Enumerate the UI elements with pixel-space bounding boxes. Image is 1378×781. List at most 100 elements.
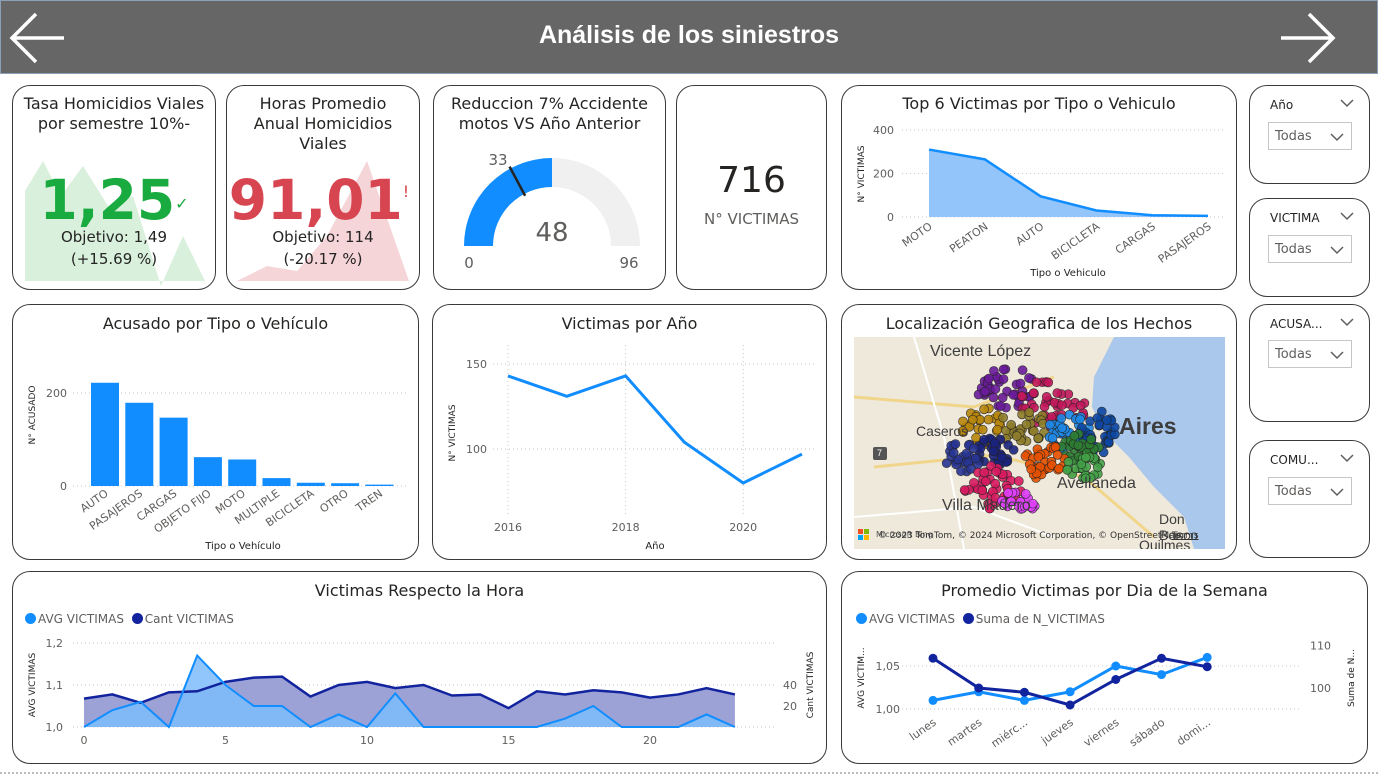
- incident-point: [1076, 459, 1087, 470]
- x-tick-label: sábado: [1127, 716, 1167, 750]
- kpi-tasa-number: 1,25: [39, 168, 176, 232]
- chevron-down-icon[interactable]: [1339, 209, 1355, 223]
- hora-title: Victimas Respecto la Hora: [314, 581, 525, 600]
- incident-point: [959, 485, 970, 495]
- map-label-don-bosco: Don Bosco: [1159, 511, 1198, 543]
- chevron-down-icon[interactable]: [1339, 315, 1355, 329]
- x-tick-label: 20: [643, 734, 657, 747]
- route-shield-icon: [873, 447, 887, 460]
- chevron-down-icon: [1330, 246, 1344, 255]
- x-axis-title: Tipo o Vehiculo: [1029, 268, 1106, 279]
- x-tick-label: miérc...: [989, 716, 1030, 750]
- avg-point: [1065, 687, 1075, 697]
- avg-line: [83, 653, 736, 729]
- gauge-chart: 48 33 0 96: [464, 151, 640, 272]
- y-tick-label: 400: [873, 124, 894, 137]
- avg-point: [1111, 661, 1121, 671]
- x-tick-label: 2020: [729, 521, 757, 534]
- map-copyright: © 2023 TomTom, © 2024 Microsoft Corporat…: [878, 531, 1181, 541]
- gauge-card[interactable]: Reduccion 7% Accidente motos VS Año Ante…: [433, 85, 666, 290]
- incident-point: [992, 424, 1003, 435]
- slicer-victima[interactable]: VICTIMA Todas: [1249, 198, 1370, 297]
- chevron-down-icon: [1330, 488, 1344, 497]
- incident-point: [988, 446, 999, 457]
- incident-point: [968, 443, 979, 454]
- slicer-anio[interactable]: Año Todas: [1249, 85, 1370, 184]
- incident-point: [1026, 464, 1036, 475]
- kpi-horas-promedio[interactable]: Horas Promedio Anual Homicidios Viales 9…: [226, 85, 420, 290]
- slicer-victima-dropdown[interactable]: Todas: [1268, 235, 1352, 263]
- map-label-aires: Aires: [1119, 413, 1177, 439]
- legend-suma-label: Suma de N_VICTIMAS: [975, 612, 1105, 626]
- acusado-chart-card[interactable]: Acusado por Tipo o Vehículo 0 200 AUTO PASA…: [12, 304, 419, 560]
- legend-dot-avg: [856, 613, 867, 624]
- incident-point: [1081, 452, 1091, 463]
- incident-point: [1047, 433, 1058, 443]
- slicer-acusado-value: Todas: [1275, 347, 1312, 362]
- incident-point: [1017, 365, 1028, 375]
- x-tick-label: TREN: [353, 487, 385, 515]
- acusado-title: Acusado por Tipo o Vehículo: [102, 314, 329, 333]
- kpi-horas-trend: [237, 161, 409, 281]
- y-axis-title: N° VICTIMAS: [857, 145, 867, 202]
- map-label-caseros: Caseros: [916, 423, 969, 439]
- y2-tick-label: 110: [1310, 640, 1331, 653]
- victimas-anio-line-chart: 100 150 2016 2018 2020 Año N° VICTIMAS: [448, 345, 815, 552]
- kpi-tasa-homicidios[interactable]: Tasa Homicidios Viales por semestre 10%-…: [12, 85, 216, 290]
- incident-point: [1086, 434, 1096, 445]
- victimas-anio-card[interactable]: Victimas por Año 100 150 2016 2018 2020 Año N°…: [432, 304, 827, 560]
- slicer-comuna-dropdown[interactable]: Todas: [1268, 477, 1352, 505]
- victims-count-card[interactable]: 716 N° VICTIMAS: [676, 85, 827, 290]
- slicer-comuna[interactable]: COMU... Todas: [1249, 440, 1370, 558]
- top6-chart-card[interactable]: Top 6 Victimas por Tipo o Vehiculo 0 200 4…: [841, 85, 1237, 290]
- map-terms-link[interactable]: Terms: [1172, 531, 1199, 541]
- incident-point: [1031, 377, 1042, 388]
- river-water: [1092, 337, 1225, 549]
- incident-point: [977, 485, 988, 496]
- slicer-anio-dropdown[interactable]: Todas: [1268, 122, 1352, 150]
- chevron-down-icon[interactable]: [1339, 451, 1355, 465]
- incident-point: [1043, 377, 1054, 388]
- map-canvas: [854, 337, 1225, 549]
- incident-point: [988, 392, 999, 403]
- kpi-horas-number: 91,01: [228, 168, 403, 232]
- dia-line-chart: 1,00 1,05 100 110 lunes martes miérc... jueves v…: [857, 640, 1357, 751]
- victims-count-value: 716: [717, 160, 786, 201]
- geo-map[interactable]: Vicente López Caseros Aires Avellaneda V…: [854, 337, 1225, 549]
- incident-point: [1052, 450, 1063, 460]
- map-card[interactable]: Localización Geografica de los Hechos Vi…: [841, 304, 1237, 560]
- incident-point: [941, 458, 952, 468]
- hora-combo-chart: 1,0 1,1 1,2 20 40 0 5 10 15 20 AVG VICTIMAS Cant VI…: [28, 637, 816, 747]
- slicer-acusado-label: ACUSA...: [1270, 317, 1323, 331]
- incident-point: [1041, 392, 1052, 402]
- dia-chart-card[interactable]: Promedio Victimas por Dia de la Semana A…: [841, 571, 1368, 764]
- y-tick-label: 1,1: [46, 679, 64, 692]
- next-button[interactable]: [1277, 7, 1339, 69]
- incident-point: [1073, 440, 1084, 451]
- area-fill: [929, 149, 1208, 217]
- incident-point: [1101, 415, 1112, 425]
- map-label-avellaneda: Avellaneda: [1057, 475, 1136, 492]
- incident-point: [1008, 445, 1019, 455]
- incident-point: [998, 364, 1009, 375]
- y-tick-label: 100: [466, 443, 487, 456]
- y2-axis-title: Cant VICTIMAS: [806, 651, 816, 718]
- hora-chart-card[interactable]: Victimas Respecto la Hora AVG VICTIMAS C…: [12, 571, 827, 764]
- y-tick-label: 150: [466, 358, 487, 371]
- map-label-villa-madero: Villa Madero: [942, 497, 1031, 514]
- kpi-tasa-goal: Objetivo: 1,49: [60, 228, 168, 246]
- y-axis-title: AVG VICTIM...: [857, 647, 867, 708]
- slicer-acusado[interactable]: ACUSA... Todas: [1249, 304, 1370, 422]
- page-divider: [0, 772, 1378, 774]
- incident-point: [979, 434, 989, 445]
- incident-point: [990, 438, 1000, 448]
- suma-point: [1157, 653, 1166, 663]
- x-tick-label: 0: [81, 734, 88, 747]
- slicer-acusado-dropdown[interactable]: Todas: [1268, 340, 1352, 368]
- gauge-title: Reduccion 7% Accidente motos VS Año Ante…: [450, 94, 649, 133]
- chevron-down-icon[interactable]: [1339, 96, 1355, 110]
- bar: [125, 402, 154, 486]
- top6-area-chart: 0 200 400 MOTO PEATON AUTO BICICLETA CARGASPASA…: [857, 124, 1226, 279]
- back-button[interactable]: [6, 7, 68, 69]
- suma-point: [974, 683, 984, 693]
